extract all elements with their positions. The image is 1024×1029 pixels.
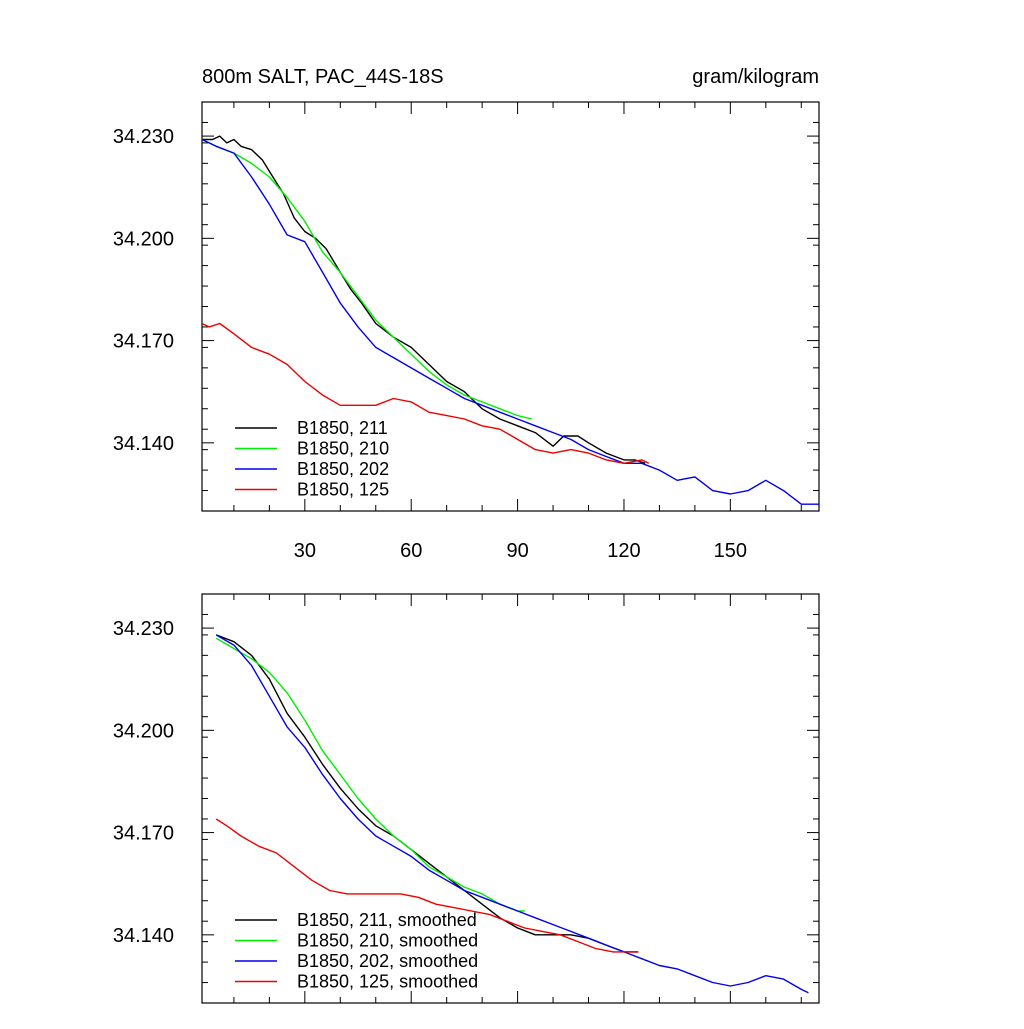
chart-panel-1: 30 60 90 120 150 34.140 34.170 34.200 34.230 800m… (113, 66, 820, 562)
legend-label-2: B1850, 210 (297, 439, 389, 459)
series-line-4 (215, 818, 639, 953)
x-tick-label: 60 (400, 540, 422, 562)
y-tick-label: 34.170 (113, 823, 174, 845)
plot-frame (201, 593, 820, 1004)
y-tick-label: 34.200 (113, 228, 174, 250)
y-tick-label: 34.170 (113, 331, 174, 353)
series-line-1 (215, 634, 639, 953)
legend-label-3: B1850, 202 (297, 459, 389, 479)
legend-label-3: B1850, 202, smoothed (297, 951, 478, 971)
y-tick-label: 34.140 (113, 433, 174, 455)
series-line-1 (202, 135, 646, 464)
legend-label-1: B1850, 211 (297, 418, 388, 438)
legend-label-2: B1850, 210, smoothed (297, 931, 478, 951)
x-tick-label: 30 (294, 540, 316, 562)
chart-title: 800m SALT, PAC_44S-18S (202, 66, 444, 88)
y-tick-label: 34.200 (113, 720, 174, 742)
y-tick-label: 34.230 (113, 618, 174, 640)
x-tick-label: 120 (607, 540, 640, 562)
legend-label-4: B1850, 125 (297, 480, 389, 500)
legend-label-4: B1850, 125, smoothed (297, 972, 478, 992)
x-tick-label: 150 (714, 540, 747, 562)
series-line-4 (202, 322, 650, 464)
series-line-2 (215, 637, 525, 912)
plot-frame (201, 101, 820, 512)
chart-units: gram/kilogram (692, 66, 819, 88)
series-line-3 (202, 138, 819, 505)
y-tick-label: 34.140 (113, 925, 174, 947)
series-line-3 (215, 634, 809, 994)
chart-panel-2: 34.140 34.170 34.200 34.230 B1850, 211, smoo… (113, 593, 820, 1004)
y-tick-label: 34.230 (113, 126, 174, 148)
x-tick-label: 90 (506, 540, 528, 562)
series-line-2 (202, 138, 532, 420)
legend-label-1: B1850, 211, smoothed (297, 910, 477, 930)
